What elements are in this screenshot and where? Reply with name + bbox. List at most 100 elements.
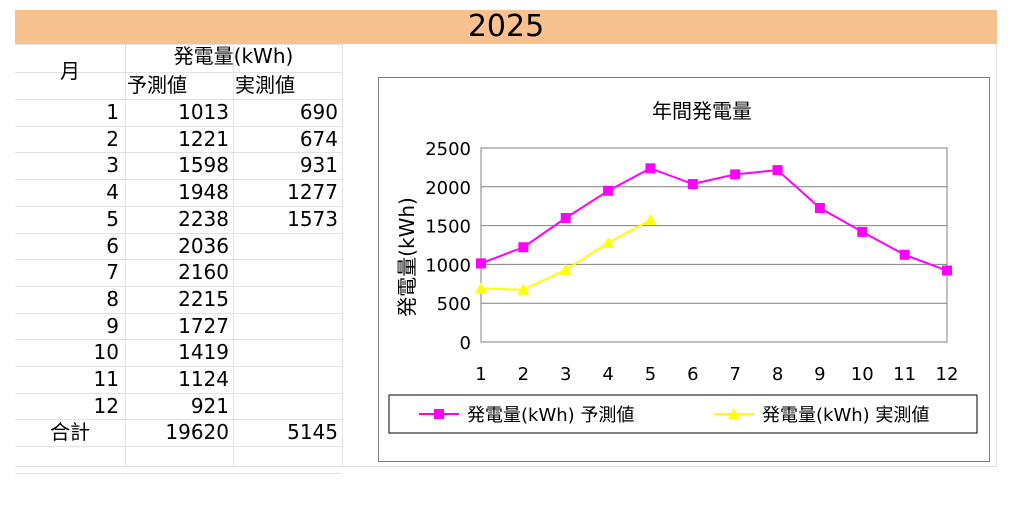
data-point-triangle [475,282,487,294]
gridline [15,286,342,287]
data-point-triangle [602,236,615,248]
forecast-cell[interactable]: 921 [190,394,229,418]
y-tick-label: 2000 [425,178,471,199]
x-tick-label: 1 [475,364,486,385]
forecast-cell[interactable]: 1727 [178,314,229,338]
gridline [15,233,342,234]
gridline [15,473,342,474]
legend-marker-triangle [728,408,740,419]
gridline [15,206,342,207]
gridline [15,259,342,260]
x-tick-label: 2 [518,364,529,385]
month-cell[interactable]: 3 [106,153,119,177]
actual-cell[interactable]: 1573 [287,207,338,231]
month-cell[interactable]: 12 [93,394,119,418]
data-point-square [730,169,741,180]
gridline [15,339,342,340]
plot-area [480,147,948,343]
month-cell[interactable]: 1 [106,100,119,124]
legend-box [388,394,978,434]
total-forecast[interactable]: 19620 [165,420,229,444]
y-tick-label: 500 [437,294,471,315]
gridline [233,44,234,467]
forecast-cell[interactable]: 1419 [178,340,229,364]
x-tick-label: 10 [851,364,874,385]
actual-cell[interactable]: 931 [299,153,338,177]
month-cell[interactable]: 9 [106,314,119,338]
chart-title: 年間発電量 [652,99,752,123]
year-title: 2025 [15,10,997,44]
forecast-cell[interactable]: 1013 [178,100,229,124]
actual-cell[interactable]: 674 [299,127,338,151]
gridline [15,419,342,420]
forecast-cell[interactable]: 2160 [178,260,229,284]
gridline [15,179,342,180]
gridline [15,152,342,153]
month-cell[interactable]: 5 [106,207,119,231]
data-point-triangle [517,283,530,295]
x-tick-label: 8 [772,364,783,385]
actual-header[interactable]: 実測値 [235,73,295,97]
x-tick-label: 6 [687,364,698,385]
x-tick-label: 4 [602,364,613,385]
spreadsheet: 2025 月発電量(kWh) 予測値 実測値 1 1013 690 2 1221 674 3 159… [15,10,997,474]
x-tick-label: 3 [560,364,571,385]
forecast-cell[interactable]: 1598 [178,153,229,177]
month-header[interactable]: 月 [60,59,80,83]
gridline [15,393,342,394]
gridline [15,44,342,45]
month-cell[interactable]: 2 [106,127,119,151]
gridline [996,44,997,467]
data-point-square [645,163,656,174]
month-cell[interactable]: 8 [106,287,119,311]
y-tick-label: 0 [460,333,471,354]
data-point-square [942,265,952,276]
data-point-square [687,179,698,190]
data-point-square [899,249,910,260]
forecast-cell[interactable]: 2238 [178,207,229,231]
month-cell[interactable]: 6 [106,234,119,258]
month-cell[interactable]: 11 [93,367,119,391]
total-actual[interactable]: 5145 [287,420,338,444]
data-point-square [814,202,825,213]
actual-cell[interactable]: 690 [299,100,338,124]
gridline [15,126,342,127]
forecast-cell[interactable]: 2036 [178,234,229,258]
month-cell[interactable]: 10 [93,340,119,364]
gridline [15,366,342,367]
forecast-header[interactable]: 予測値 [127,73,187,97]
x-tick-label: 9 [814,364,825,385]
x-tick-label: 5 [645,364,656,385]
forecast-cell[interactable]: 1948 [178,180,229,204]
data-point-triangle [644,213,657,225]
x-tick-label: 7 [729,364,740,385]
data-point-square [560,212,571,223]
data-point-square [857,226,868,237]
gridline [15,72,342,73]
month-cell[interactable]: 4 [106,180,119,204]
legend-label: 発電量(kWh) 実測値 [762,405,929,426]
data-point-square [772,165,783,176]
y-axis-title: 発電量(kWh) [395,197,419,317]
gridline [15,313,342,314]
forecast-cell[interactable]: 1124 [178,367,229,391]
actual-cell[interactable]: 1277 [287,180,338,204]
legend-marker-square [434,409,444,419]
forecast-cell[interactable]: 1221 [178,127,229,151]
gridline [15,99,342,100]
total-label[interactable]: 合計 [50,420,90,444]
series-line [480,167,948,272]
data-point-triangle [559,263,572,275]
month-cell[interactable]: 7 [106,260,119,284]
forecast-cell[interactable]: 2215 [178,287,229,311]
x-tick-label: 11 [893,364,916,385]
data-point-square [603,185,614,196]
legend-label: 発電量(kWh) 予測値 [467,405,634,426]
annual-generation-chart[interactable]: 0 500 1000 1500 2000 2500 1 2 3 4 5 6 7 8 9 10 11 12 年間発電量… [378,77,990,462]
gridline [15,466,997,467]
gridline [15,446,342,447]
y-tick-label: 1500 [425,217,471,238]
generation-header[interactable]: 発電量(kWh) [173,44,294,68]
y-tick-label: 2500 [425,139,471,160]
